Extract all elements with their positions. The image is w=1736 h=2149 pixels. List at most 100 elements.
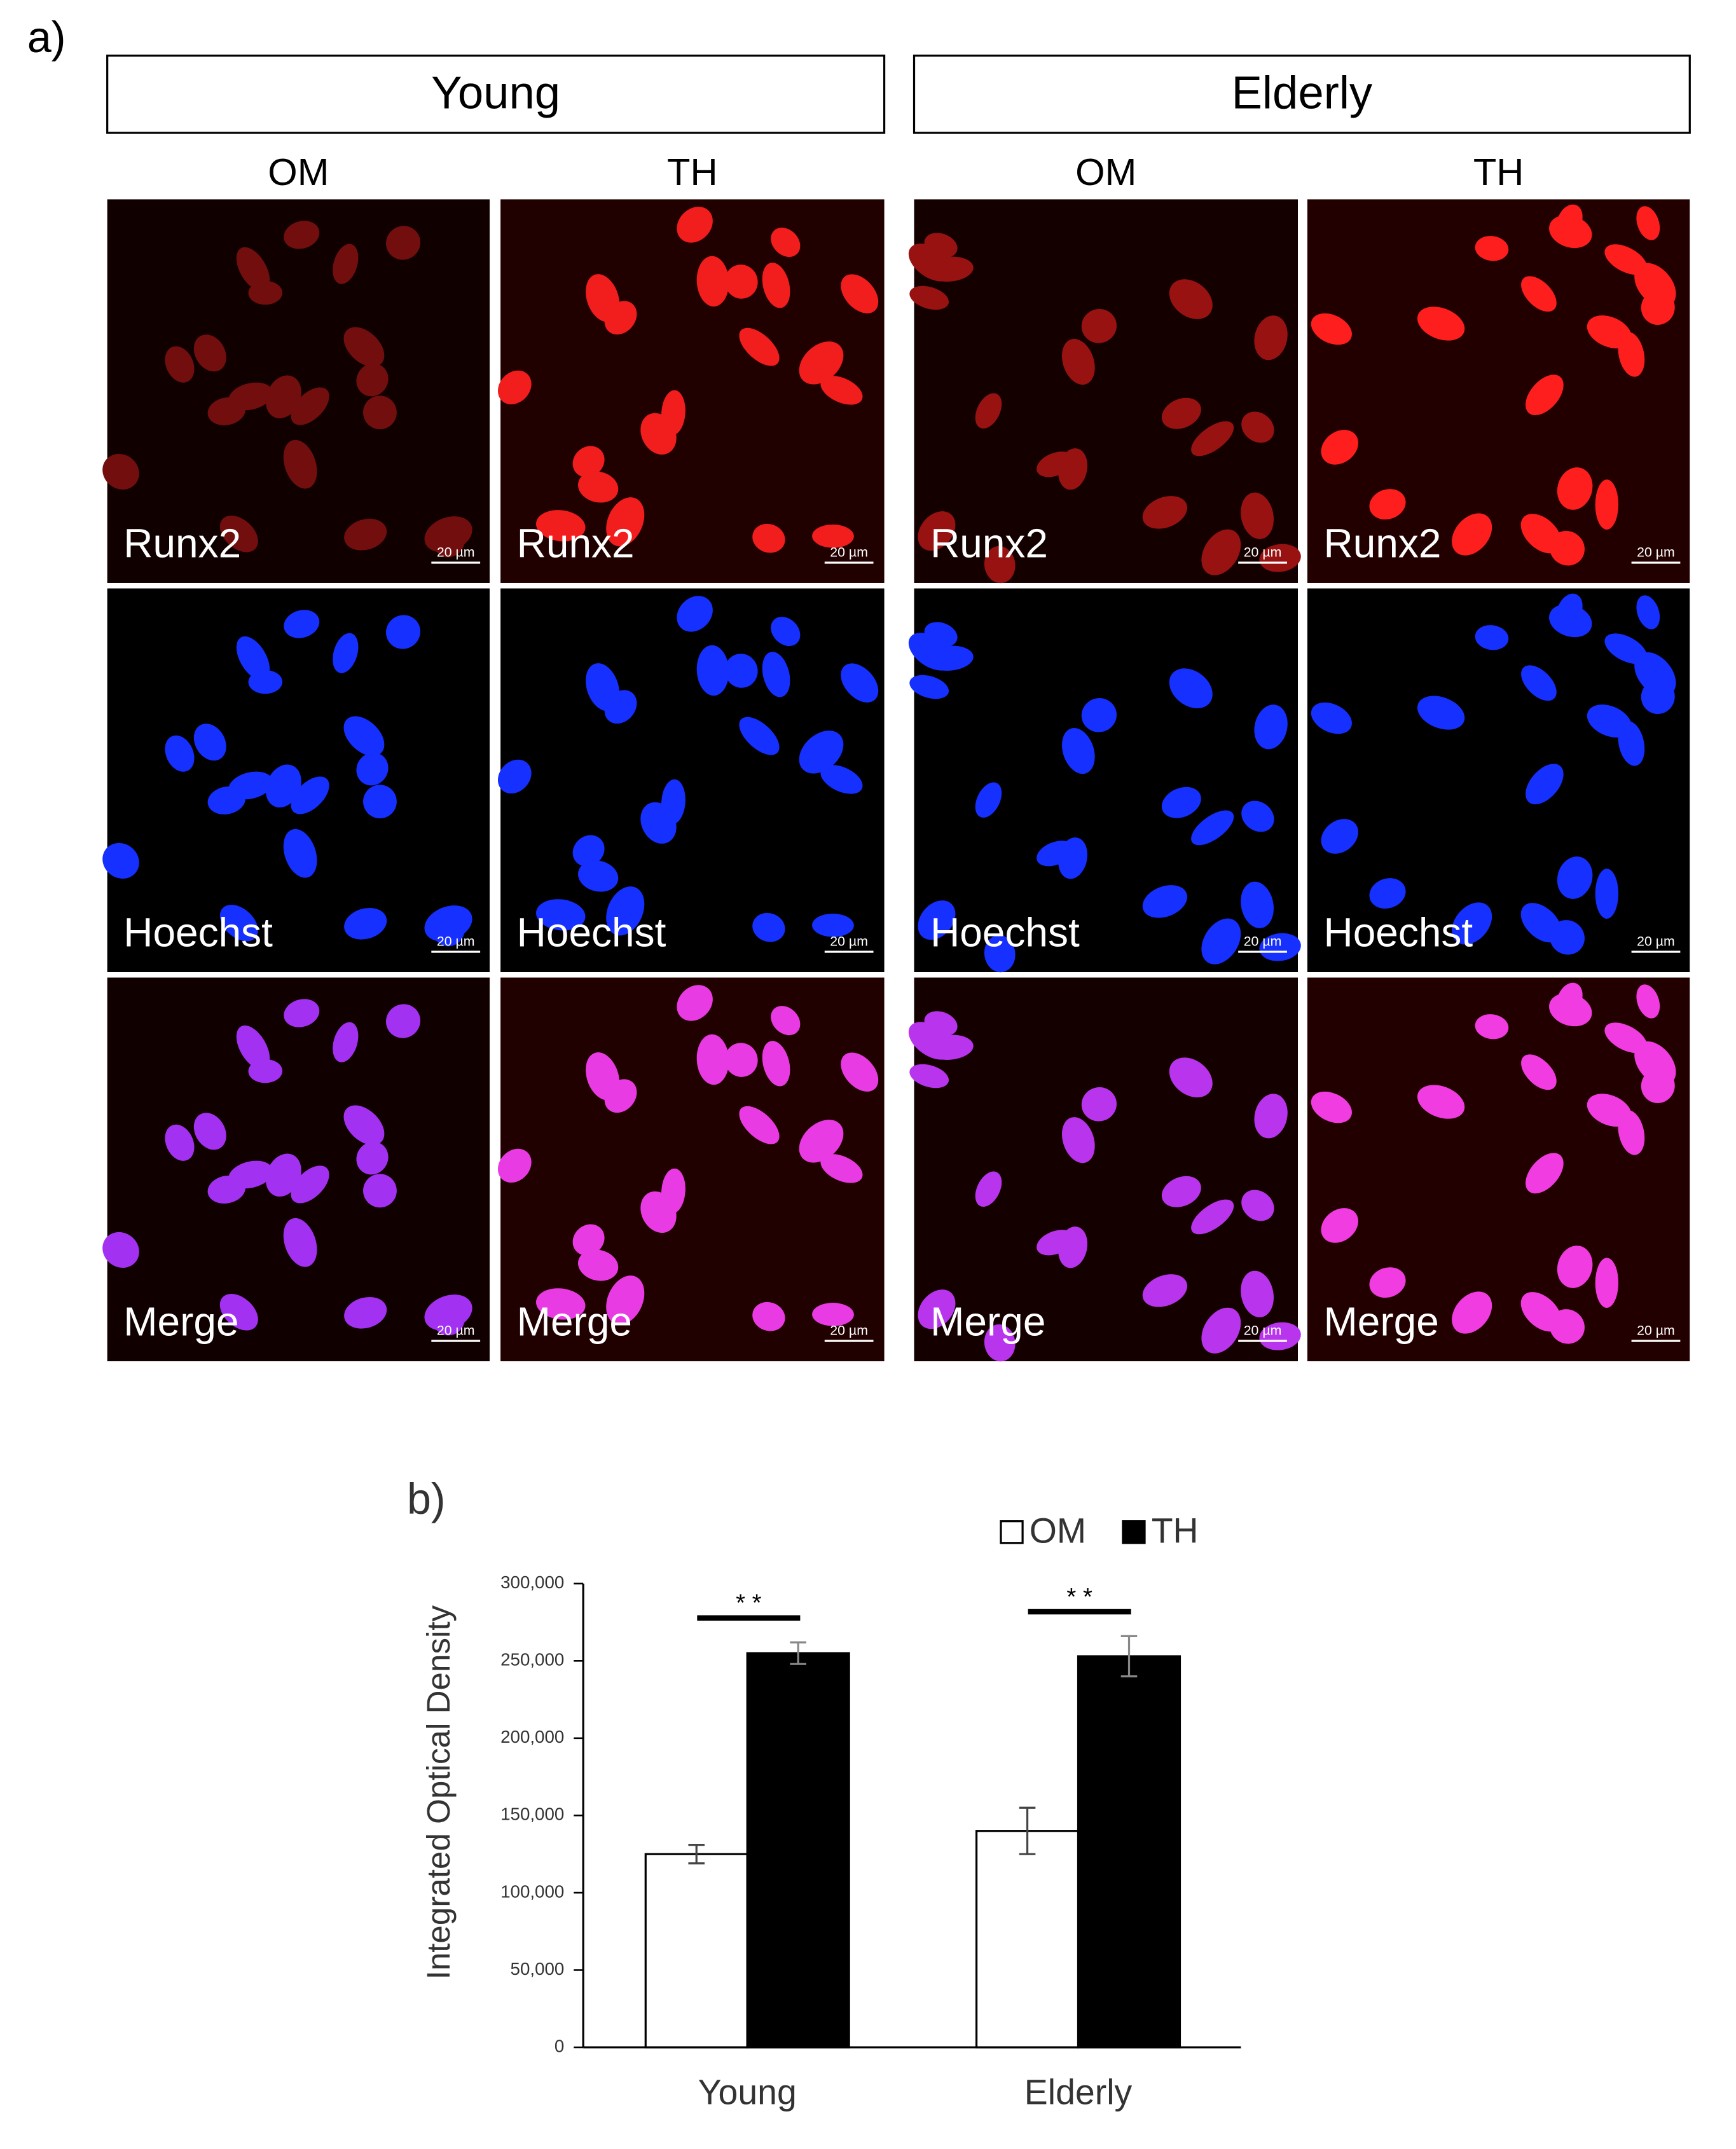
y-tick-label: 200,000 [500,1727,564,1747]
nucleus [1081,308,1117,343]
nucleus [283,828,317,878]
nucleus [356,1141,389,1175]
nucleus [535,899,586,931]
nucleus [228,771,273,800]
nucleus [984,546,1016,584]
nucleus [909,1064,949,1088]
nucleus [1549,993,1592,1027]
nucleus [604,690,637,724]
nucleus [284,999,320,1027]
micrograph [497,977,885,1362]
nucleus [1587,315,1632,348]
nucleus [386,615,421,649]
nucleus [975,393,1002,429]
nucleus [1634,652,1676,697]
nucleus [102,1232,139,1268]
nucleus [1521,665,1557,701]
scale-bar-label: 20 µm [1637,934,1675,949]
nucleus [1521,276,1557,312]
nucleus [1321,819,1358,854]
error-bar [1019,1806,1036,1855]
nucleus [572,835,605,867]
nucleus [918,900,956,940]
nucleus [661,1168,685,1214]
nucleus [1191,810,1234,846]
stain-label: Runx2 [1324,520,1442,566]
micrograph [908,199,1301,584]
nucleus [1259,544,1301,572]
nucleus [918,1289,956,1329]
nucleus [165,735,195,772]
nucleus [497,1148,532,1183]
scale-bar-label: 20 µm [1637,545,1675,560]
nucleus [1604,244,1648,275]
micrograph [1307,977,1690,1362]
nucleus [1521,1054,1557,1090]
nucleus [572,1224,605,1256]
scale-bar-label: 20 µm [830,934,868,949]
legend-label: TH [1152,1511,1199,1550]
nucleus [578,1249,619,1281]
nucleus [248,280,283,305]
group-title: Elderly [1232,67,1373,119]
nucleus [841,1052,879,1092]
nucleus [1191,421,1234,457]
nucleus [984,1324,1016,1362]
y-tick-label: 250,000 [500,1650,564,1670]
nucleus [677,985,713,1021]
nucleus [219,905,258,942]
nucleus [1526,374,1564,416]
group-title: Young [431,67,560,119]
nucleus [219,1294,258,1331]
bar [644,1853,748,2049]
nucleus [344,518,387,551]
micrograph [908,977,1301,1362]
nucleus [344,1296,387,1329]
nucleus [771,228,801,257]
column-label: OM [1075,151,1136,193]
nucleus [344,907,387,940]
nucleus [1201,918,1241,965]
micrograph-background [914,199,1298,583]
nucleus [236,1025,270,1069]
nucleus [739,717,780,755]
micrograph [497,199,885,583]
nucleus [1254,315,1288,360]
nucleus [578,471,619,503]
nucleus [497,370,532,404]
stain-label: Merge [123,1298,238,1344]
nucleus [661,390,685,436]
nucleus [606,497,645,547]
nucleus [1369,489,1406,520]
bar [746,1652,850,2049]
nucleus [291,1165,329,1204]
micrograph-background [914,588,1298,972]
nucleus [1417,1085,1465,1119]
bar [975,1830,1080,2049]
nucleus [265,375,301,418]
micrograph-background [914,977,1298,1362]
nucleus [1241,1190,1274,1221]
nucleus [820,1154,863,1183]
nucleus [799,1120,844,1163]
legend-swatch [1122,1520,1146,1544]
nucleus [1259,933,1301,961]
stain-label: Hoechst [517,909,666,955]
nucleus [762,263,790,308]
nucleus [1369,1267,1406,1298]
nucleus [752,1301,785,1331]
nucleus [291,387,329,425]
nucleus [1161,786,1201,818]
nucleus [578,860,619,892]
nucleus [1311,702,1352,734]
scale-bar-label: 20 µm [1244,1323,1282,1338]
nucleus [606,886,645,936]
nucleus [1142,496,1187,529]
nucleus [1321,430,1358,465]
nucleus [1061,1117,1095,1164]
nucleus [1636,206,1660,240]
stain-label: Merge [517,1298,632,1344]
column-label: OM [268,151,329,193]
nucleus [1475,1014,1509,1040]
nucleus [284,221,320,249]
